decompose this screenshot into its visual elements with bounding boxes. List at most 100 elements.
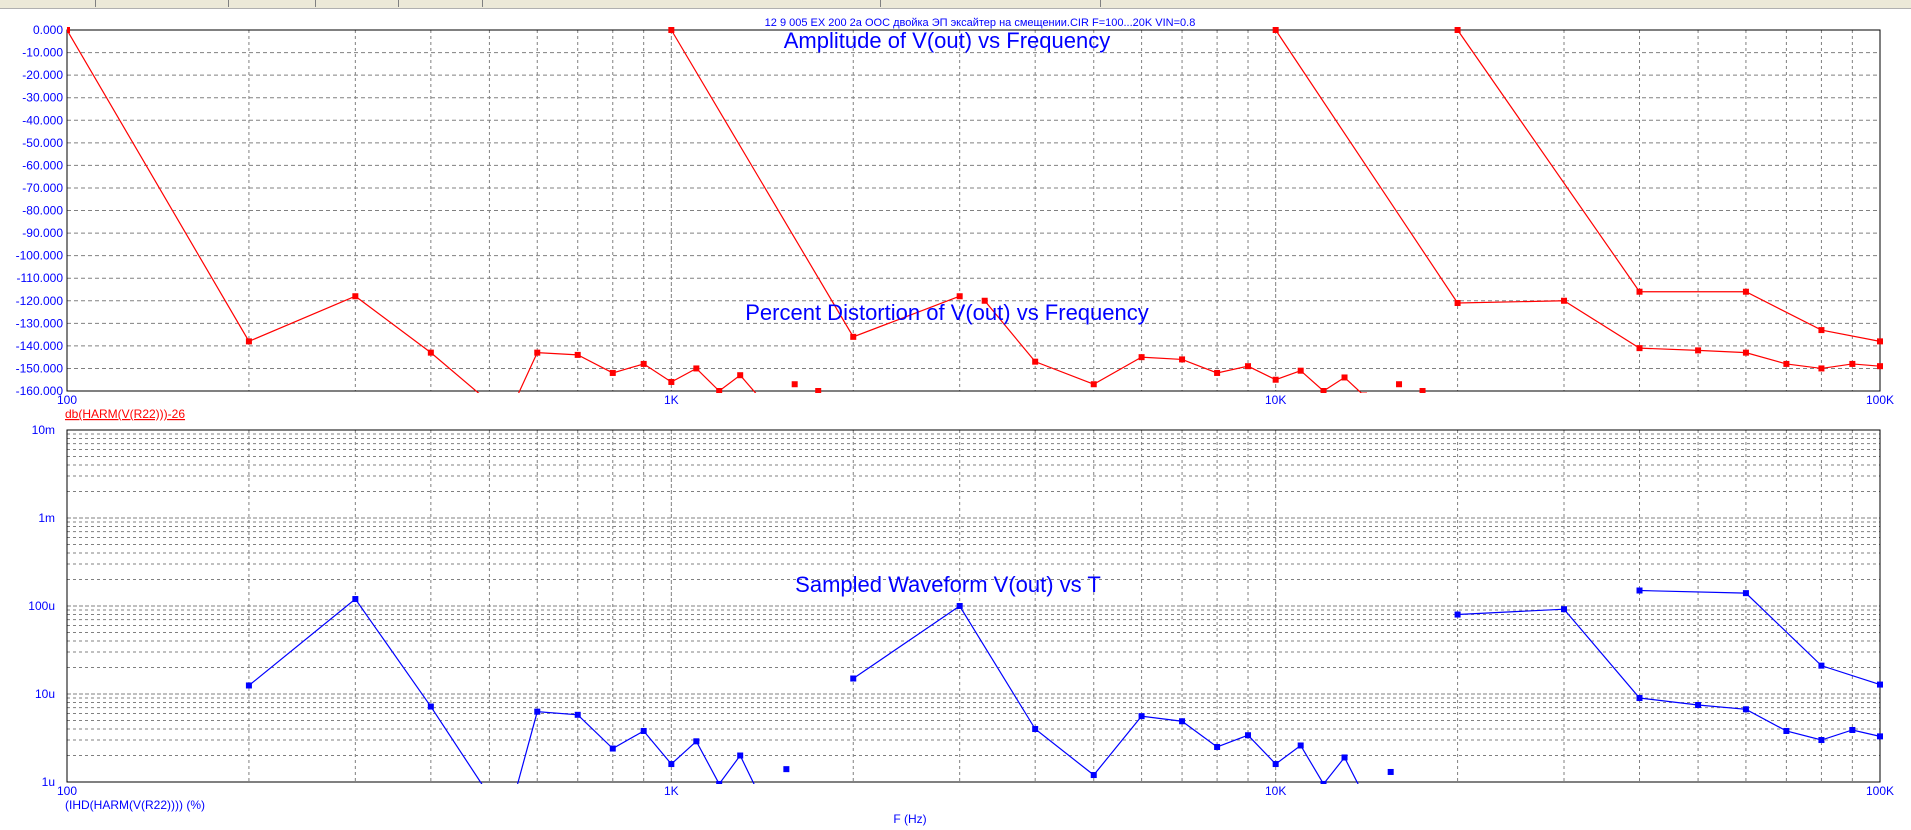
data-point xyxy=(1032,358,1039,365)
x-tick-label: 10K xyxy=(1265,784,1286,798)
y-tick-label: -20.000 xyxy=(22,68,63,82)
series-line xyxy=(67,29,480,393)
toolbar-separator xyxy=(228,0,229,7)
plot-frame xyxy=(66,29,1881,392)
y-tick-label: 10u xyxy=(35,687,55,701)
data-point xyxy=(1877,338,1883,345)
data-point xyxy=(534,708,541,715)
series-line xyxy=(518,352,757,393)
data-point xyxy=(791,381,798,388)
data-point xyxy=(1636,345,1643,352)
y-tick-label: 100u xyxy=(28,599,55,613)
data-point xyxy=(850,333,857,340)
series-group xyxy=(67,27,1883,405)
data-point xyxy=(1320,388,1327,393)
circuit-header: 12 9 005 EX 200 2a ООС двойка ЭП эксайте… xyxy=(765,17,1196,29)
y-tick-label: -110.000 xyxy=(17,271,64,285)
data-point xyxy=(1454,300,1461,307)
data-point xyxy=(1341,374,1348,381)
x-tick-label: 100 xyxy=(57,393,77,407)
data-point xyxy=(1742,590,1749,597)
data-point xyxy=(609,369,616,376)
data-point xyxy=(956,603,963,609)
data-point xyxy=(640,727,647,734)
data-point xyxy=(668,378,675,385)
data-point xyxy=(668,27,675,33)
data-point xyxy=(737,752,744,759)
top-ylabel[interactable]: db(HARM(V(R22)))-26 xyxy=(65,407,185,421)
y-tick-label: 0.000 xyxy=(33,23,63,37)
data-point xyxy=(1272,27,1279,33)
data-point xyxy=(574,351,581,358)
data-point xyxy=(511,793,517,799)
data-point xyxy=(815,388,822,393)
data-point xyxy=(1877,733,1883,740)
data-point xyxy=(1245,363,1252,370)
data-point xyxy=(757,395,763,401)
series-line xyxy=(984,300,1363,393)
data-point xyxy=(67,27,70,33)
series-line xyxy=(516,711,755,784)
x-tick-label: 100K xyxy=(1866,784,1894,798)
data-point xyxy=(1341,754,1348,761)
data-point xyxy=(956,293,963,300)
data-point xyxy=(574,711,581,718)
data-point xyxy=(352,293,359,300)
data-point xyxy=(1636,695,1643,702)
bottom-series xyxy=(245,587,1883,799)
data-point xyxy=(486,399,492,405)
toolbar xyxy=(0,0,1911,9)
y-tick-label: -40.000 xyxy=(22,113,63,127)
series-line xyxy=(248,598,483,784)
x-tick-label: 100K xyxy=(1866,393,1894,407)
bottom-grid xyxy=(66,429,1881,783)
data-point xyxy=(716,780,723,784)
y-tick-label: -80.000 xyxy=(22,204,63,218)
bottom-ylabel[interactable]: (IHD(HARM(V(R22)))) (%) xyxy=(65,798,205,812)
data-point xyxy=(245,682,252,689)
data-point xyxy=(1360,392,1367,393)
data-point xyxy=(1818,737,1825,744)
toolbar-separator xyxy=(95,0,96,7)
data-point xyxy=(1742,349,1749,356)
data-point xyxy=(1272,761,1279,768)
data-point xyxy=(1396,381,1403,388)
data-point xyxy=(1695,347,1702,354)
data-point xyxy=(1419,388,1426,393)
data-point xyxy=(1297,742,1304,749)
data-point xyxy=(1695,701,1702,708)
data-point xyxy=(1783,360,1790,367)
toolbar-separator xyxy=(315,0,316,7)
data-point xyxy=(1179,356,1186,363)
data-point xyxy=(352,596,359,603)
y-tick-label: 1m xyxy=(38,511,55,525)
y-tick-label: -150.000 xyxy=(16,361,64,375)
data-point xyxy=(1636,587,1643,594)
data-point xyxy=(1361,793,1367,799)
toolbar-separator xyxy=(398,0,399,7)
data-point xyxy=(427,349,434,356)
data-point xyxy=(1032,726,1039,733)
data-point xyxy=(757,793,763,799)
y-tick-label: -10.000 xyxy=(22,46,63,60)
x-axis-label: F (Hz) xyxy=(893,812,926,826)
series-line xyxy=(1639,589,1881,686)
top-series xyxy=(67,27,1883,405)
x-tick-label: 10K xyxy=(1265,393,1286,407)
distortion-title: Percent Distortion of V(out) vs Frequenc… xyxy=(745,300,1149,325)
y-tick-label: -70.000 xyxy=(22,181,63,195)
data-point xyxy=(1742,288,1749,295)
data-point xyxy=(1245,732,1252,739)
data-point xyxy=(1138,354,1145,361)
data-point xyxy=(427,703,434,710)
data-point xyxy=(1272,376,1279,383)
data-point xyxy=(1818,662,1825,669)
data-point xyxy=(737,372,744,379)
data-point xyxy=(511,399,517,405)
data-point xyxy=(609,745,616,752)
data-point xyxy=(245,338,252,345)
data-point xyxy=(1561,606,1568,613)
amplitude-panel: 0.000 -10.000 -20.000 -30.000 -40.000 -50.000… xyxy=(16,23,1894,421)
data-point xyxy=(1297,367,1304,374)
